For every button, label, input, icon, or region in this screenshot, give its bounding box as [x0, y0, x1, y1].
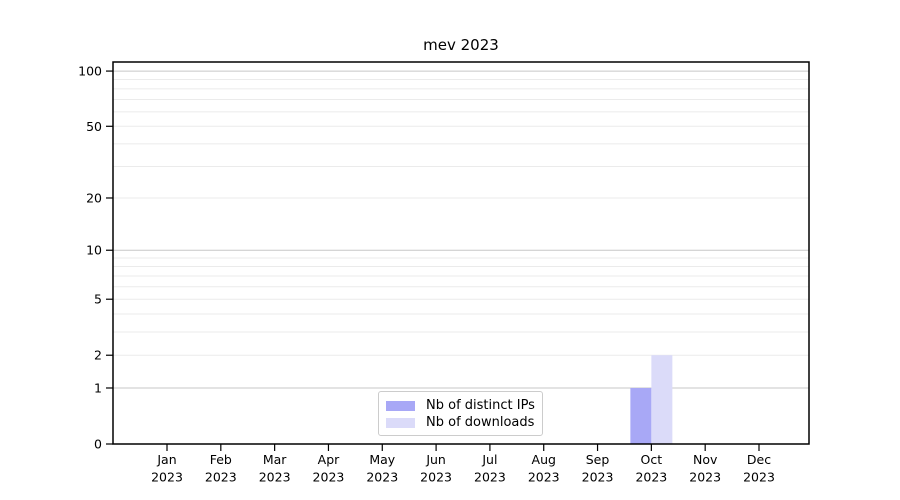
plot-border — [112, 61, 810, 445]
x-tick-label-month: Apr — [318, 452, 340, 467]
x-tick-label-year: 2023 — [528, 470, 560, 485]
x-tick-label-year: 2023 — [635, 470, 667, 485]
y-tick-label: 2 — [94, 348, 102, 363]
x-tick-label-month: Jan — [156, 452, 176, 467]
legend: Nb of distinct IPs Nb of downloads — [378, 391, 543, 436]
x-tick-label-year: 2023 — [474, 470, 506, 485]
x-tick-label-month: Jun — [425, 452, 446, 467]
bar-nb-of-downloads-oct — [651, 355, 673, 444]
x-tick-label-year: 2023 — [689, 470, 721, 485]
legend-label-distinct-ips: Nb of distinct IPs — [426, 398, 535, 413]
x-tick-label-month: Jul — [481, 452, 497, 467]
x-tick-label-month: Dec — [747, 452, 771, 467]
x-tick-label-year: 2023 — [743, 470, 775, 485]
x-tick-label-year: 2023 — [582, 470, 614, 485]
x-tick-label-month: May — [369, 452, 395, 467]
y-tick-label: 1 — [94, 380, 102, 395]
x-tick-label-month: Sep — [586, 452, 610, 467]
bar-nb-of-distinct-ips-oct — [630, 387, 652, 444]
y-tick-label: 20 — [86, 190, 102, 205]
x-tick-label-month: Mar — [263, 452, 287, 467]
x-tick-label-year: 2023 — [151, 470, 183, 485]
y-tick-label: 5 — [94, 292, 102, 307]
x-tick-label-month: Aug — [532, 452, 556, 467]
x-tick-label-month: Oct — [641, 452, 663, 467]
y-tick-label: 0 — [94, 437, 102, 452]
legend-swatch-distinct-ips — [386, 400, 415, 411]
legend-swatch-downloads — [386, 417, 415, 428]
y-tick-label: 50 — [86, 119, 102, 134]
x-tick-label-month: Feb — [210, 452, 232, 467]
legend-item-distinct-ips: Nb of distinct IPs — [379, 397, 542, 414]
x-tick-label-year: 2023 — [420, 470, 452, 485]
y-tick-label: 100 — [78, 64, 102, 79]
legend-item-downloads: Nb of downloads — [379, 414, 542, 431]
chart-title: mev 2023 — [423, 36, 499, 54]
y-tick-label: 10 — [86, 243, 102, 258]
x-tick-label-year: 2023 — [313, 470, 345, 485]
x-tick-label-year: 2023 — [259, 470, 291, 485]
legend-label-downloads: Nb of downloads — [426, 415, 535, 430]
x-tick-label-month: Nov — [693, 452, 718, 467]
x-tick-label-year: 2023 — [205, 470, 237, 485]
x-tick-label-year: 2023 — [366, 470, 398, 485]
